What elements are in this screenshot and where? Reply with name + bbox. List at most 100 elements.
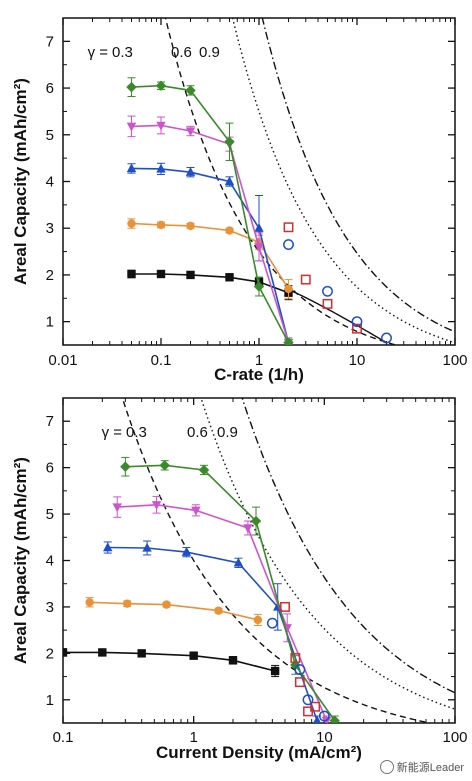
model-curve-gamma-0.9 [241,398,455,694]
data-point [127,269,136,279]
data-point [120,461,131,472]
y-tick-label: 2 [46,267,54,284]
open-data-point [318,710,330,722]
data-point [198,464,210,476]
x-tick-label: 10 [316,729,333,746]
data-series-2 [127,218,293,299]
data-point [126,122,137,132]
y-tick-label: 6 [46,460,54,477]
model-curve-fit [288,289,387,344]
chart-panel-1: 0.01 0.1 1 10 100 1 2 3 4 5 6 7 C-rate (1/h) Areal Ca… [11,17,468,384]
data-point [156,163,166,173]
series-line [131,273,289,294]
data-point [329,715,340,723]
x-tick-label: 100 [442,729,467,746]
data-point [159,460,170,471]
x-tick-label: 0.1 [151,352,172,369]
data-point [162,600,171,609]
plot-area [126,18,455,345]
data-point [155,80,167,91]
data-series-2 [85,597,263,626]
data-point [142,542,152,552]
data-series-3 [126,162,293,345]
data-point [321,716,332,723]
model-curve-gamma-0.3 [164,18,399,345]
open-marker-series-1 [283,222,362,334]
gamma-label-0.6: 0.6 [171,44,192,61]
series-line [131,124,290,343]
data-point [112,503,122,513]
open-data-point [294,664,306,676]
data-point [185,166,196,176]
gamma-label-0.9: 0.9 [217,424,238,441]
data-point [156,220,166,230]
y-tick-label: 6 [46,80,54,97]
chart-panel-2: 0.1 1 10 100 1 2 3 4 5 6 7 Current Density (mA/cm²)… [11,397,468,762]
y-axis-title: Areal Capacity (mAh/cm²) [11,78,30,285]
series-line [107,546,318,721]
data-point [189,651,198,660]
x-tick-label: 1 [255,352,263,369]
gamma-label-0.6: 0.6 [187,424,208,441]
data-point [290,659,301,671]
series-line [131,222,290,290]
series-line [63,651,276,672]
data-point [156,269,166,279]
data-point [103,542,113,552]
gamma-label-0.3: 0.3 [126,424,147,441]
open-data-point [322,298,333,309]
data-point [151,501,162,510]
data-point [284,284,293,294]
x-tick-label: 1 [189,729,197,746]
data-point [185,127,196,137]
y-axis-title: Areal Capacity (mAh/cm²) [11,457,30,664]
data-point [253,615,263,625]
y-tick-label: 1 [46,314,54,331]
series-line [131,84,290,344]
model-curve-gamma-0.3 [121,398,433,723]
y-tick-label: 7 [46,413,54,430]
open-data-point [302,694,314,706]
open-data-point [300,274,311,285]
open-marker-series-2 [266,617,330,722]
data-point [186,270,195,280]
open-marker-series-2 [283,239,392,344]
data-point [224,136,235,147]
data-point [126,163,137,173]
open-data-point [294,677,305,688]
open-data-point [283,239,294,251]
data-series-5 [120,456,340,723]
data-point [250,515,262,527]
y-tick-label: 3 [46,220,54,237]
data-point [313,715,322,723]
data-point [254,223,264,232]
y-tick-label: 3 [46,599,54,616]
data-point [127,219,136,228]
data-point [228,656,238,665]
data-series-5 [126,77,294,345]
open-data-point [290,653,301,663]
data-series-4 [126,115,294,345]
data-point [254,243,264,253]
data-series-4 [112,495,332,723]
y-tick-label: 5 [46,127,54,144]
y-tick-label: 2 [46,645,54,662]
y-tick-label: 7 [46,33,54,50]
open-data-point [283,222,294,233]
data-point [85,598,94,607]
y-tick-label: 1 [46,692,54,709]
data-point [224,176,235,186]
series-line [117,503,328,722]
open-data-point [266,617,278,629]
data-point [214,606,223,615]
data-series-1 [63,648,280,678]
y-tick-label: 4 [46,553,54,570]
gamma-prefix: γ = [88,44,109,61]
x-tick-label: 0.01 [48,352,77,369]
watermark-text: 新能源Leader [396,762,464,774]
open-data-point [351,316,363,328]
data-point [126,81,137,93]
x-axis-title: C-rate (1/h) [214,365,304,384]
series-line [89,601,259,621]
